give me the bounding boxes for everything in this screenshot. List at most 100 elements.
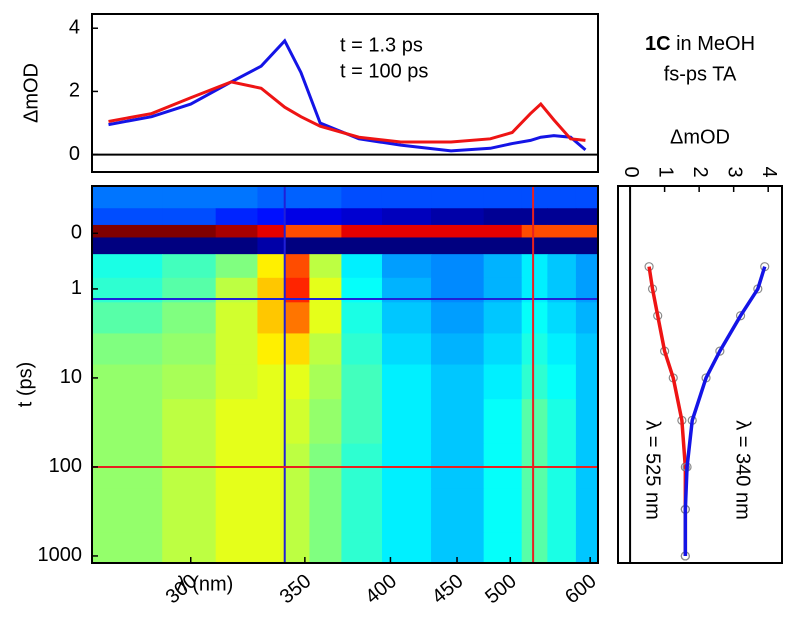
heatmap-cell — [162, 488, 217, 534]
heatmap-cell — [431, 186, 485, 209]
data-point — [715, 346, 725, 356]
heatmap-cell — [257, 399, 286, 445]
heatmap-cell — [431, 254, 485, 279]
heatmap-cell — [381, 254, 432, 279]
heatmap-cell — [162, 364, 217, 400]
heatmap-cell — [341, 208, 383, 226]
y-tick-label: 0 — [71, 222, 82, 244]
heatmap-cell — [483, 333, 523, 366]
heatmap-cell — [257, 254, 286, 279]
spectrum-line — [108, 80, 586, 144]
heatmap-cell — [215, 364, 258, 400]
heatmap-cell — [483, 208, 523, 226]
heatmap-cell — [309, 488, 342, 534]
heatmap-cell — [162, 224, 217, 238]
y-axis-label: t (ps) — [14, 362, 36, 408]
y-tick-label: 0 — [69, 143, 80, 165]
data-point — [735, 311, 746, 321]
heatmap-cell — [575, 186, 599, 209]
plot-frame — [617, 185, 783, 564]
heatmap-cell — [309, 237, 342, 255]
heatmap-cell — [431, 302, 485, 334]
heatmap-cell — [521, 333, 548, 366]
x-tick-label: 500 — [481, 570, 521, 608]
heatmap-cell — [162, 237, 217, 255]
heatmap-cell — [575, 254, 599, 279]
heatmap-cell — [92, 254, 163, 279]
heatmap-cell — [341, 364, 383, 400]
heatmap-cell — [162, 333, 217, 366]
heatmap-cell — [575, 277, 599, 303]
x-tick-label: 3 — [723, 166, 745, 177]
heatmap-cell — [521, 302, 548, 334]
heatmap-cell — [575, 302, 599, 334]
heatmap-cell — [92, 186, 163, 209]
x-tick-label: 450 — [428, 570, 468, 608]
panel-subtitle: fs-ps TA — [664, 63, 737, 85]
heatmap-cell — [215, 224, 258, 238]
heatmap-cell — [547, 488, 577, 534]
heatmap-cell — [309, 302, 342, 334]
heatmap-cell — [575, 333, 599, 366]
heatmap-cell — [575, 208, 599, 226]
heatmap-cell — [309, 254, 342, 279]
heatmap-cell — [521, 186, 548, 209]
heatmap-cell — [92, 237, 163, 255]
plot-frame — [91, 13, 599, 173]
heatmap-cell — [341, 302, 383, 334]
heatmap-cell — [257, 532, 286, 564]
heatmap-cell — [431, 399, 485, 445]
heatmap-cell — [521, 399, 548, 445]
heatmap-cell — [341, 532, 383, 564]
heatmap-cell — [483, 186, 523, 209]
heatmap-cell — [284, 364, 310, 400]
heatmap-cell — [284, 237, 310, 255]
heatmap-cell — [309, 364, 342, 400]
plot-frame — [91, 185, 599, 564]
heatmap-cell — [521, 364, 548, 400]
x-tick-label: 1 — [654, 166, 676, 177]
heatmap-cell — [483, 399, 523, 445]
heatmap-cell — [92, 333, 163, 366]
heatmap-cell — [284, 186, 310, 209]
heatmap-cell — [575, 488, 599, 534]
y-tick-label: 100 — [49, 455, 82, 477]
heatmap-cell — [483, 237, 523, 255]
heatmap-cell — [92, 224, 163, 238]
heatmap-cell — [431, 237, 485, 255]
heatmap-cell — [284, 333, 310, 366]
heatmap-cell — [547, 254, 577, 279]
heatmap-cell — [284, 488, 310, 534]
heatmap-cell — [483, 224, 523, 238]
heatmap-cell — [162, 254, 217, 279]
heatmap-cell — [547, 186, 577, 209]
heatmap-cell — [341, 254, 383, 279]
heatmap-cell — [257, 364, 286, 400]
heatmap-cell — [381, 364, 432, 400]
heatmap-cell — [521, 237, 548, 255]
y-tick-label: 1 — [71, 277, 82, 299]
heatmap-cell — [309, 399, 342, 445]
heatmap-cell — [575, 224, 599, 238]
heatmap-cell — [257, 186, 286, 209]
heatmap-cell — [215, 208, 258, 226]
heatmap-cell — [381, 488, 432, 534]
x-tick-label: 0 — [620, 166, 642, 177]
heatmap-cell — [162, 302, 217, 334]
series-label: λ = 525 nm — [642, 420, 664, 520]
heatmap-cell — [309, 532, 342, 564]
heatmap-cell — [521, 254, 548, 279]
heatmap-cell — [215, 186, 258, 209]
heatmap-cell — [521, 224, 548, 238]
title-rest: in MeOH — [676, 33, 755, 55]
heatmap-cell — [431, 488, 485, 534]
heatmap-cell — [309, 224, 342, 238]
heatmap-cell — [575, 364, 599, 400]
heatmap-cell — [309, 208, 342, 226]
heatmap-cell — [92, 399, 163, 445]
heatmap-cell — [309, 186, 342, 209]
heatmap-cell — [431, 333, 485, 366]
heatmap-cell — [381, 532, 432, 564]
legend-label: t = 100 ps — [340, 60, 428, 82]
